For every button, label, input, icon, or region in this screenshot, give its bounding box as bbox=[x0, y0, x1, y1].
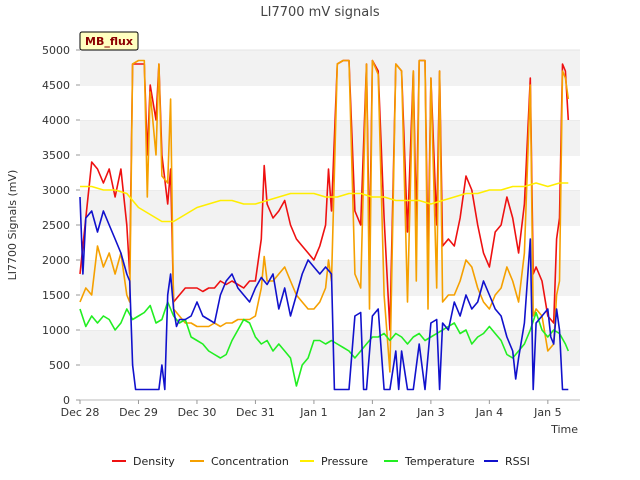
x-tick-label: Dec 29 bbox=[119, 406, 158, 419]
y-tick-label: 1500 bbox=[42, 289, 70, 302]
y-tick-label: 0 bbox=[63, 394, 70, 407]
y-tick-label: 3500 bbox=[42, 149, 70, 162]
legend: Density Concentration Pressure Temperature R… bbox=[112, 455, 530, 468]
grid-band bbox=[80, 295, 580, 330]
mb-flux-label: MB_flux bbox=[85, 35, 133, 48]
y-axis-title: LI7700 Signals (mV) bbox=[6, 170, 19, 281]
y-tick-label: 4500 bbox=[42, 79, 70, 92]
y-tick-label: 3000 bbox=[42, 184, 70, 197]
legend-label-density: Density bbox=[133, 455, 175, 468]
x-tick-label: Jan 2 bbox=[358, 406, 386, 419]
series-line-pressure bbox=[80, 182, 569, 223]
y-tick-label: 5000 bbox=[42, 44, 70, 57]
plot-area bbox=[79, 59, 570, 391]
x-tick-label: Dec 30 bbox=[178, 406, 217, 419]
chart-title: LI7700 mV signals bbox=[260, 5, 379, 20]
x-tick-label: Dec 31 bbox=[236, 406, 275, 419]
grid-bands bbox=[80, 49, 580, 400]
y-tick-label: 4000 bbox=[42, 114, 70, 127]
x-axis-title: Time bbox=[550, 423, 578, 436]
grid-band bbox=[80, 120, 580, 155]
y-tick-label: 500 bbox=[49, 359, 70, 372]
legend-label-rssi: RSSI bbox=[505, 455, 530, 468]
y-tick-label: 1000 bbox=[42, 324, 70, 337]
x-tick-label: Jan 3 bbox=[416, 406, 444, 419]
legend-label-pressure: Pressure bbox=[321, 455, 368, 468]
y-tick-label: 2000 bbox=[42, 254, 70, 267]
grid-band bbox=[80, 365, 580, 400]
series-line-concentration bbox=[79, 59, 570, 373]
y-axis: 0 500 1000 1500 2000 2500 3000 3500 4000 4500 5000 bbox=[42, 44, 80, 407]
x-tick-label: Jan 4 bbox=[475, 406, 503, 419]
x-axis: Dec 28 Dec 29 Dec 30 Dec 31 Jan 1 Jan 2 Jan 3 J… bbox=[61, 399, 580, 419]
series-line-temperature bbox=[79, 301, 570, 387]
legend-label-concentration: Concentration bbox=[211, 455, 289, 468]
grid-band bbox=[80, 225, 580, 260]
x-tick-label: Jan 1 bbox=[299, 406, 327, 419]
x-tick-label: Dec 28 bbox=[61, 406, 100, 419]
grid-band bbox=[80, 85, 580, 120]
mb-flux-badge: MB_flux bbox=[79, 31, 139, 51]
x-tick-label: Jan 5 bbox=[533, 406, 561, 419]
y-tick-label: 2500 bbox=[42, 219, 70, 232]
grid-band bbox=[80, 330, 580, 365]
grid-band bbox=[80, 50, 580, 85]
legend-label-temperature: Temperature bbox=[404, 455, 475, 468]
series-line-rssi bbox=[79, 196, 569, 391]
